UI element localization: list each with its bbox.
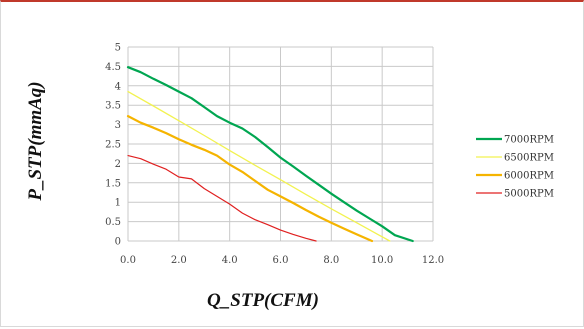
- y-tick-label: 0.5: [105, 217, 121, 228]
- series-line-5000rpm: [127, 155, 317, 242]
- x-tick-label: 8.0: [323, 255, 339, 266]
- y-tick-label: 4.5: [105, 62, 121, 73]
- series-line-6500rpm: [127, 90, 391, 242]
- x-tick-label: 0.0: [120, 255, 136, 266]
- y-tick-label: 3: [115, 120, 121, 131]
- x-axis-title: Q_STP(CFM): [207, 290, 319, 311]
- y-tick-label: 5: [115, 43, 121, 54]
- x-axis-ticks: 0.0 2.0 4.0 6.0 8.0 10.0 12.0: [120, 255, 444, 266]
- series-line-7000rpm: [126, 66, 414, 243]
- y-tick-label: 0: [115, 237, 121, 248]
- legend-label: 6500RPM: [504, 153, 554, 164]
- grid: [127, 46, 434, 242]
- series-line-6000rpm: [126, 115, 374, 243]
- y-axis-title: P_STP(mmAq): [25, 81, 46, 201]
- x-tick-label: 2.0: [171, 255, 187, 266]
- legend: 7000RPM 6500RPM 6000RPM 5000RPM: [476, 135, 554, 200]
- y-tick-label: 1.5: [105, 178, 121, 189]
- y-axis-ticks: 0 0.5 1 1.5 2 2.5 3 3.5 4 4.5 5: [105, 43, 121, 248]
- y-tick-label: 3.5: [105, 101, 121, 112]
- x-tick-label: 12.0: [422, 255, 444, 266]
- y-tick-label: 4: [115, 81, 121, 92]
- x-tick-label: 4.0: [222, 255, 238, 266]
- legend-label: 5000RPM: [504, 189, 554, 200]
- series-lines: [126, 66, 414, 243]
- legend-label: 7000RPM: [504, 135, 554, 146]
- y-tick-label: 2: [115, 159, 121, 170]
- x-tick-label: 10.0: [371, 255, 393, 266]
- legend-label: 6000RPM: [504, 171, 554, 182]
- x-tick-label: 6.0: [273, 255, 289, 266]
- y-tick-label: 1: [115, 198, 121, 209]
- y-tick-label: 2.5: [105, 140, 121, 151]
